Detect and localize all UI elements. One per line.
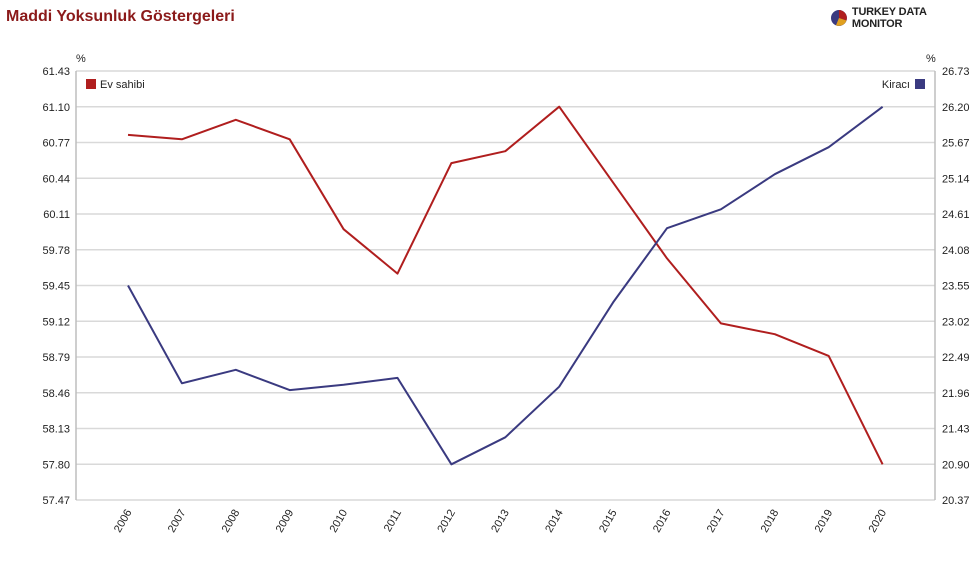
x-tick-label: 2012 <box>435 508 458 535</box>
left-tick-label: 59.45 <box>42 281 70 293</box>
right-tick-label: 21.43 <box>942 424 970 436</box>
right-tick-label: 23.02 <box>942 316 970 328</box>
left-tick-label: 58.79 <box>42 352 70 364</box>
chart-title: Maddi Yoksunluk Göstergeleri <box>6 8 235 25</box>
right-tick-label: 26.73 <box>942 66 970 78</box>
x-tick-label: 2017 <box>705 508 728 535</box>
right-tick-label: 26.20 <box>942 102 970 114</box>
x-tick-label: 2018 <box>759 508 782 535</box>
x-tick-label: 2006 <box>112 508 135 535</box>
kiraci-line <box>127 105 884 466</box>
right-tick-label: 25.14 <box>942 173 970 185</box>
grid-lines <box>76 70 935 501</box>
right-axis-unit: % <box>926 53 936 65</box>
left-tick-label: 59.12 <box>42 316 70 328</box>
left-tick-label: 57.80 <box>42 459 70 471</box>
x-tick-label: 2015 <box>597 508 620 535</box>
right-tick-label: 25.67 <box>942 138 970 150</box>
left-tick-label: 60.77 <box>42 138 70 150</box>
brand-logo: TURKEY DATA MONITOR <box>830 6 979 30</box>
series-lines <box>127 105 884 466</box>
right-tick-label: 22.49 <box>942 352 970 364</box>
x-tick-label: 2009 <box>274 508 297 535</box>
x-tick-label: 2019 <box>813 508 836 535</box>
right-tick-label: 20.90 <box>942 459 970 471</box>
legend-label-ev-sahibi: Ev sahibi <box>100 79 145 91</box>
pie-logo-icon <box>830 10 847 26</box>
legend-swatch-kiraci <box>915 79 925 89</box>
legend: Ev sahibi Kiracı <box>86 79 925 91</box>
left-tick-label: 58.13 <box>42 424 70 436</box>
left-tick-label: 60.44 <box>42 173 70 185</box>
left-tick-label: 61.10 <box>42 102 70 114</box>
left-axis-unit: % <box>76 53 86 65</box>
x-tick-label: 2011 <box>382 508 404 534</box>
left-tick-label: 60.11 <box>43 209 70 221</box>
right-tick-label: 24.08 <box>942 245 970 257</box>
right-tick-label: 20.37 <box>942 495 970 507</box>
right-tick-label: 24.61 <box>942 209 970 221</box>
x-tick-label: 2008 <box>220 508 243 535</box>
x-tick-label: 2007 <box>166 508 189 535</box>
axes: 57.47 20.37 57.80 20.90 58.13 21.43 58.46 21.96… <box>42 53 969 535</box>
right-tick-label: 23.55 <box>942 281 970 293</box>
ev-sahibi-line <box>127 105 884 465</box>
x-tick-label: 2013 <box>489 508 512 535</box>
legend-swatch-ev-sahibi <box>86 79 96 89</box>
brand-name: TURKEY DATA MONITOR <box>851 6 927 30</box>
legend-label-kiraci: Kiracı <box>882 79 910 91</box>
x-tick-label: 2016 <box>651 508 674 535</box>
left-tick-label: 61.43 <box>42 66 70 78</box>
left-tick-label: 57.47 <box>42 495 70 507</box>
left-tick-label: 59.78 <box>42 245 70 257</box>
x-tick-label: 2020 <box>867 508 890 535</box>
right-tick-label: 21.96 <box>942 388 970 400</box>
left-tick-label: 58.46 <box>42 388 70 400</box>
x-tick-label: 2014 <box>543 508 566 535</box>
x-tick-label: 2010 <box>328 508 351 535</box>
